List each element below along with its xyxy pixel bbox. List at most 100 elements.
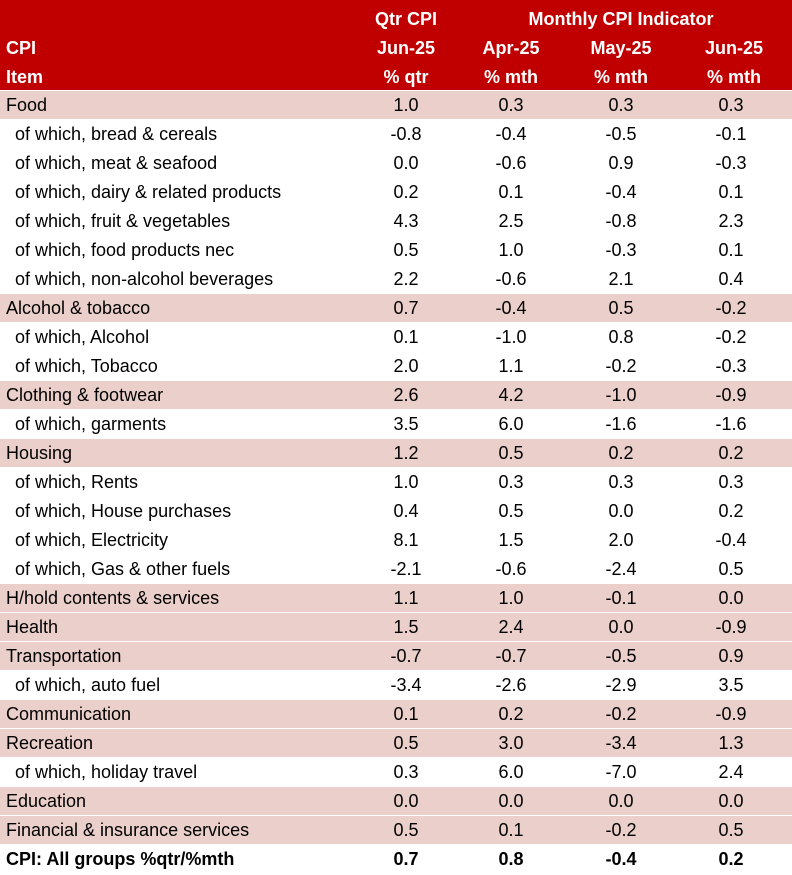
apr-value: 1.0 [498, 587, 524, 608]
qtr-value: 2.2 [393, 268, 419, 289]
header-cpi-label: CPI [6, 38, 37, 58]
qtr-value: 4.3 [393, 210, 419, 231]
qtr-value: 1.2 [393, 442, 419, 463]
header-qtr-unit: % qtr [383, 67, 429, 87]
may-value: -0.5 [605, 123, 637, 144]
item-label: of which, Electricity [15, 529, 169, 550]
jun-value: 3.5 [718, 674, 744, 695]
table-row: of which, meat & seafood 0.0 -0.6 0.9 -0.3 [0, 149, 792, 178]
apr-value: 1.5 [498, 529, 524, 550]
apr-value: 2.4 [498, 616, 524, 637]
table-row: Transportation -0.7 -0.7 -0.5 0.9 [0, 642, 792, 671]
item-label: of which, non-alcohol beverages [15, 268, 274, 289]
item-label: Health [6, 616, 59, 637]
item-label: of which, holiday travel [15, 761, 198, 782]
item-label: of which, bread & cereals [15, 123, 218, 144]
jun-value: 0.3 [718, 471, 744, 492]
item-label: Housing [6, 442, 73, 463]
jun-value: 0.0 [718, 790, 744, 811]
apr-value: -1.0 [495, 326, 527, 347]
table-row: of which, holiday travel 0.3 6.0 -7.0 2.4 [0, 758, 792, 787]
may-value: 0.0 [608, 790, 634, 811]
apr-value: 6.0 [498, 761, 524, 782]
may-value: 0.9 [608, 152, 634, 173]
qtr-value: 1.5 [393, 616, 419, 637]
table-row: of which, Alcohol 0.1 -1.0 0.8 -0.2 [0, 323, 792, 352]
apr-value: -0.7 [495, 645, 527, 666]
jun-value: -0.9 [715, 703, 747, 724]
qtr-value: 0.0 [393, 790, 419, 811]
table-body: Food 1.0 0.3 0.3 0.3 of which, bread & cereal… [0, 91, 792, 874]
jun-value: 0.5 [718, 558, 744, 579]
may-value: -1.0 [605, 384, 637, 405]
apr-value: 1.1 [498, 355, 524, 376]
may-value: -2.9 [605, 674, 637, 695]
header-item-label: Item [6, 67, 44, 87]
qtr-value: 0.1 [393, 326, 419, 347]
apr-value: 1.0 [498, 239, 524, 260]
may-value: -1.6 [605, 413, 637, 434]
jun-value: -0.4 [715, 529, 747, 550]
apr-value: -0.4 [495, 123, 527, 144]
jun-value: -0.9 [715, 384, 747, 405]
may-value: -7.0 [605, 761, 637, 782]
jun-value: 0.1 [718, 181, 744, 202]
item-label: of which, House purchases [15, 500, 232, 521]
may-value: 2.0 [608, 529, 634, 550]
header-qtr-period: Jun-25 [376, 38, 436, 58]
table-row: Alcohol & tobacco 0.7 -0.4 0.5 -0.2 [0, 294, 792, 323]
qtr-value: 1.0 [393, 471, 419, 492]
table-row: Communication 0.1 0.2 -0.2 -0.9 [0, 700, 792, 729]
table-row: of which, garments 3.5 6.0 -1.6 -1.6 [0, 410, 792, 439]
qtr-value: 0.7 [393, 848, 419, 869]
may-value: 0.8 [608, 326, 634, 347]
apr-value: -2.6 [495, 674, 527, 695]
table-row: of which, Rents 1.0 0.3 0.3 0.3 [0, 468, 792, 497]
item-label: CPI: All groups %qtr/%mth [6, 848, 235, 869]
table-row: Food 1.0 0.3 0.3 0.3 [0, 91, 792, 120]
jun-value: -0.1 [715, 123, 747, 144]
jun-value: 0.2 [718, 848, 744, 869]
table-row: H/hold contents & services 1.1 1.0 -0.1 0.0 [0, 584, 792, 613]
table-header: CPI Item Qtr CPI Jun-25 % qtr Monthly CP… [0, 0, 792, 91]
item-label: Transportation [6, 645, 122, 666]
jun-value: 1.3 [718, 732, 744, 753]
table-row: of which, Electricity 8.1 1.5 2.0 -0.4 [0, 526, 792, 555]
qtr-value: 2.0 [393, 355, 419, 376]
table-row: of which, bread & cereals -0.8 -0.4 -0.5 -0.… [0, 120, 792, 149]
apr-value: 0.8 [498, 848, 524, 869]
qtr-value: 1.0 [393, 94, 419, 115]
apr-value: 2.5 [498, 210, 524, 231]
item-label: Alcohol & tobacco [6, 297, 151, 318]
may-value: 0.2 [608, 442, 634, 463]
jun-value: 0.4 [718, 268, 744, 289]
may-value: -0.4 [605, 181, 637, 202]
jun-value: 2.4 [718, 761, 744, 782]
table-row: of which, fruit & vegetables 4.3 2.5 -0.8 2.… [0, 207, 792, 236]
may-value: -0.3 [605, 239, 637, 260]
qtr-value: 0.7 [393, 297, 419, 318]
may-value: -0.2 [605, 355, 637, 376]
table-row: of which, food products nec 0.5 1.0 -0.3 0.1 [0, 236, 792, 265]
qtr-value: 0.5 [393, 239, 419, 260]
jun-value: -0.3 [715, 355, 747, 376]
apr-value: -0.6 [495, 268, 527, 289]
apr-value: 3.0 [498, 732, 524, 753]
item-label: of which, fruit & vegetables [15, 210, 231, 231]
jun-value: 0.3 [718, 94, 744, 115]
may-value: -0.1 [605, 587, 637, 608]
table-row: of which, House purchases 0.4 0.5 0.0 0.2 [0, 497, 792, 526]
apr-value: 6.0 [498, 413, 524, 434]
qtr-value: -0.8 [390, 123, 422, 144]
qtr-value: 0.4 [393, 500, 419, 521]
qtr-value: 2.6 [393, 384, 419, 405]
may-value: -3.4 [605, 732, 637, 753]
table-row: Health 1.5 2.4 0.0 -0.9 [0, 613, 792, 642]
item-label: of which, Rents [15, 471, 139, 492]
apr-value: 0.0 [498, 790, 524, 811]
apr-value: 0.1 [498, 819, 524, 840]
apr-value: 4.2 [498, 384, 524, 405]
may-value: 0.0 [608, 500, 634, 521]
table-row: of which, Gas & other fuels -2.1 -0.6 -2.4 0… [0, 555, 792, 584]
